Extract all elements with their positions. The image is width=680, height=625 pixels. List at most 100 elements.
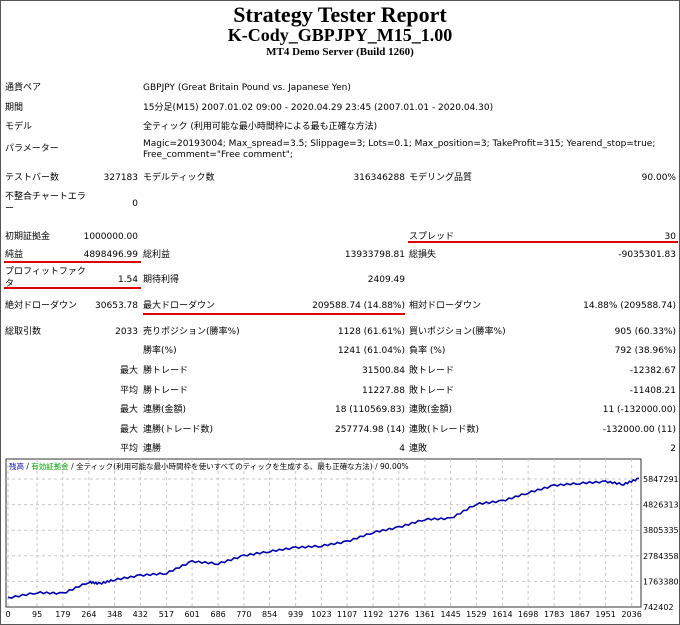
x-tick-label: 1698 [518, 610, 538, 619]
stat-value: 209588.74 (14.88%) [312, 301, 405, 311]
stat-label: 勝トレード [143, 385, 189, 396]
x-tick-label: 1783 [544, 610, 564, 619]
y-tick-label: 4826313 [643, 501, 679, 510]
stat-label-2: タ [5, 279, 15, 289]
stat-value: 792 (38.96%) [614, 346, 676, 356]
x-tick-label: 1951 [595, 610, 615, 619]
info-label: モデル [5, 122, 33, 132]
x-tick-label: 770 [236, 610, 251, 619]
stat-label: 売りポジション(勝率%) [143, 327, 240, 337]
x-tick-label: 179 [55, 610, 70, 619]
stat-label: 最大ドローダウン [143, 301, 216, 311]
stat-value: 11227.88 [362, 385, 405, 396]
stat-value: 14.88% (209588.74) [583, 301, 676, 311]
stat-label-2: ー [5, 204, 15, 214]
x-tick-label: 1276 [389, 610, 409, 619]
info-label: 期間 [5, 103, 24, 113]
stat-label: 純益 [5, 250, 24, 260]
x-tick-label: 686 [210, 610, 225, 619]
stat-value: 90.00% [641, 173, 676, 183]
stat-value: 1241 (61.04%) [337, 346, 405, 356]
stat-label: 敗トレード [409, 366, 455, 376]
x-tick-label: 2036 [621, 610, 641, 619]
x-tick-label: 348 [107, 610, 122, 619]
legend-quality: 90.00% [380, 462, 409, 471]
x-tick-label: 0 [5, 610, 10, 619]
balance-line [7, 477, 640, 599]
stat-value: 4898496.99 [83, 250, 138, 260]
stat-value: 31500.84 [362, 366, 405, 376]
chart-legend: 残高 / 有効証拠金 / 全ティック(利用可能な最小時間枠を使いすべてのティック… [9, 461, 409, 471]
stat-value: 11 (-132000.00) [602, 405, 676, 415]
stat-prefix: 最大 [119, 366, 138, 376]
info-value: 全ティック (利用可能な最小時間枠による最も正確な方法) [143, 122, 378, 132]
stat-label: スプレッド [409, 232, 455, 242]
x-tick-label: 1445 [440, 610, 460, 619]
legend-sep: / [69, 462, 76, 471]
stat-value: 905 (60.33%) [614, 327, 676, 337]
stat-label: 総損失 [409, 250, 437, 260]
y-tick-label: 5847291 [643, 475, 679, 484]
stat-value: 4 [399, 444, 405, 454]
info-label: パラメーター [5, 144, 59, 154]
stat-value: -11408.21 [629, 385, 676, 396]
stat-value: 0 [132, 199, 138, 209]
x-tick-label: 1614 [492, 610, 512, 619]
stat-value: -12382.67 [629, 366, 676, 376]
stat-label: 初期証拠金 [5, 232, 51, 242]
info-label: 通貨ペア [5, 83, 42, 93]
stat-value: -9035301.83 [618, 250, 676, 260]
x-tick-label: 939 [288, 610, 303, 619]
stat-label: 総取引数 [5, 327, 42, 337]
stat-label: 不整合チャートエラ [5, 192, 86, 202]
stat-label: 連勝(トレード数) [143, 424, 214, 435]
report-subtitle: K-Cody_GBPJPY_M15_1.00 [227, 25, 453, 45]
x-tick-label: 1023 [311, 610, 331, 619]
stat-prefix: 最大 [119, 424, 138, 435]
legend-sep: / [24, 462, 31, 471]
stat-prefix: 最大 [119, 405, 138, 415]
stat-label: テストバー数 [5, 173, 60, 183]
stat-value: 257774.98 (14) [334, 424, 405, 435]
legend-equity: 有効証拠金 [31, 461, 69, 471]
stat-label: 連敗 [409, 444, 428, 454]
stat-label: 絶対ドローダウン [5, 301, 78, 311]
info-value: GBPJPY (Great Britain Pound vs. Japanese… [143, 83, 351, 93]
x-tick-label: 432 [133, 610, 148, 619]
info-value-2: Free_comment="Free comment"; [143, 150, 293, 160]
stat-value: 2 [670, 444, 676, 454]
x-tick-label: 1107 [337, 610, 357, 619]
stat-label: モデリング品質 [409, 173, 473, 183]
legend-model: 全ティック(利用可能な最小時間枠を使いすべてのティックを生成する、最も正確な方法… [76, 461, 373, 471]
plot-area [5, 458, 642, 608]
x-tick-label: 1361 [415, 610, 435, 619]
stat-prefix: 平均 [119, 385, 138, 396]
stat-value: -132000.00 (11) [602, 424, 676, 435]
stat-label: モデルティック数 [143, 173, 215, 183]
stat-label: 連敗(金額) [409, 405, 453, 415]
stat-label: 連敗(トレード数) [409, 424, 480, 435]
stat-label: 連勝(金額) [143, 405, 187, 415]
highlight-underline [4, 287, 141, 289]
stat-label: 買いポジション(勝率%) [409, 327, 506, 337]
stat-value: 1.54 [117, 275, 138, 285]
stat-value: 30653.78 [95, 301, 138, 311]
y-tick-label: 742402 [643, 603, 674, 612]
balance-chart: 5847291 4826313 3805335 2784358 1763380 74240… [5, 458, 679, 619]
y-tick-label: 2784358 [643, 552, 679, 561]
server-name: MT4 Demo Server (Build 1260) [266, 46, 414, 58]
stat-value: 18 (110569.83) [334, 405, 405, 415]
x-tick-label: 1867 [570, 610, 590, 619]
highlight-underline [408, 241, 678, 243]
legend-balance: 残高 [9, 461, 24, 471]
stat-label: プロフィットファク [5, 267, 86, 277]
stat-label: 連勝 [143, 444, 162, 454]
x-tick-label: 1192 [363, 610, 383, 619]
stat-value: 2409.49 [367, 275, 405, 285]
x-tick-label: 517 [159, 610, 174, 619]
stat-label: 期待利得 [143, 275, 180, 285]
x-tick-label: 601 [184, 610, 199, 619]
info-value: Magic=20193004; Max_spread=3.5; Slippage… [143, 139, 656, 149]
stat-label: 勝率(%) [143, 346, 177, 356]
stat-value: 1000000.00 [83, 232, 138, 242]
